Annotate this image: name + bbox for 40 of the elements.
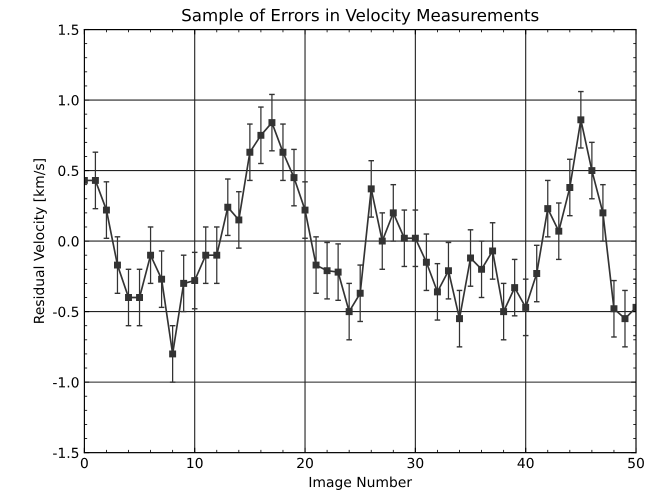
x-tick-label: 50	[628, 458, 644, 468]
y-tick-label: 0.0	[58, 236, 79, 247]
point	[324, 267, 331, 274]
x-tick-label: 20	[297, 458, 313, 468]
point	[610, 305, 618, 312]
y-tick-label: -1.0	[53, 377, 79, 388]
point	[102, 206, 110, 214]
chart-title: Sample of Errors in Velocity Measurements	[182, 8, 538, 25]
point	[312, 262, 320, 269]
point	[136, 294, 144, 301]
y-tick-label: -1.5	[53, 448, 78, 458]
point	[114, 262, 121, 269]
point	[478, 266, 486, 273]
point	[489, 247, 496, 254]
point	[125, 294, 132, 301]
point	[456, 315, 463, 322]
y-axis-title: Residual Velocity [km/s]	[33, 159, 47, 323]
x-axis-title: Image Number	[310, 476, 412, 490]
point	[434, 288, 441, 296]
y-tick-label: 1.5	[58, 24, 78, 35]
point	[92, 176, 99, 184]
point	[302, 206, 309, 214]
x-tick-label: 30	[408, 458, 424, 468]
point	[588, 167, 596, 174]
y-tick-label: 1.0	[58, 95, 79, 106]
point	[500, 308, 508, 316]
point	[467, 254, 474, 262]
point	[268, 119, 276, 126]
point	[622, 315, 628, 322]
point	[147, 252, 154, 259]
point	[158, 276, 166, 283]
y-tick-label: 0.5	[58, 166, 78, 176]
x-tick-label: 40	[518, 458, 534, 468]
x-tick-label: 10	[187, 458, 203, 468]
point	[257, 132, 264, 139]
y-tick-label: -0.5	[53, 306, 78, 318]
point	[444, 267, 452, 274]
x-tick-label: 0	[80, 458, 88, 468]
point	[290, 174, 298, 182]
point	[599, 209, 606, 216]
